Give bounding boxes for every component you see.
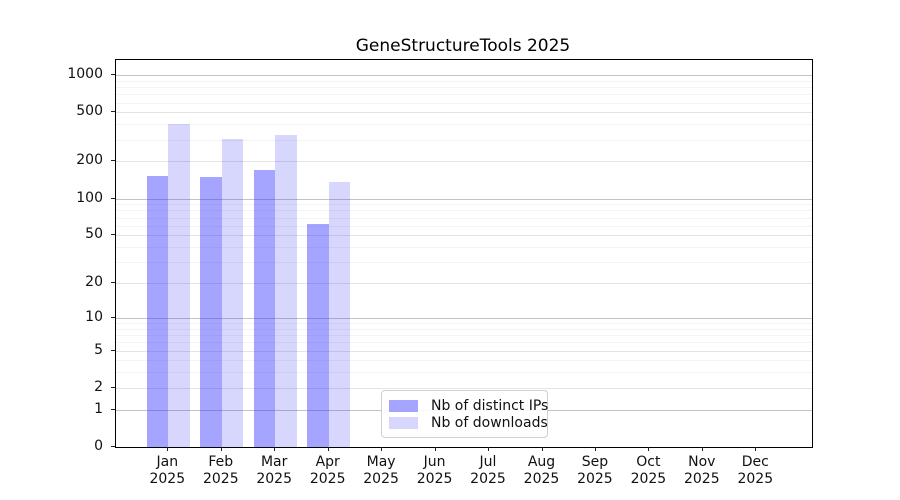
y-tick-label: 1 xyxy=(94,400,103,417)
y-tick-mark xyxy=(111,349,115,351)
y-gridline xyxy=(116,283,812,285)
minor-gridline xyxy=(116,360,812,362)
minor-gridline xyxy=(116,210,812,212)
y-tick-label: 5 xyxy=(94,341,103,358)
x-tick-mark xyxy=(274,447,276,451)
y-tick-mark xyxy=(111,316,115,318)
x-tick-label: Dec 2025 xyxy=(737,454,774,487)
y-tick-label: 500 xyxy=(76,103,103,120)
bar-downloads xyxy=(328,182,351,447)
y-tick-mark xyxy=(111,111,115,113)
bar-distinct-ips xyxy=(253,170,276,447)
legend-swatch-distinct-ips xyxy=(389,399,418,412)
x-tick-label: Sep 2025 xyxy=(577,454,613,487)
y-tick-label: 1000 xyxy=(67,66,103,82)
x-tick-label: Aug 2025 xyxy=(523,454,560,487)
bar-distinct-ips xyxy=(307,223,329,447)
minor-gridline xyxy=(116,87,812,88)
minor-gridline xyxy=(116,372,812,374)
x-tick-mark xyxy=(434,447,436,451)
x-tick-mark xyxy=(167,447,169,451)
minor-gridline xyxy=(116,335,812,336)
legend-item-downloads: Nb of downloads xyxy=(389,414,548,431)
minor-gridline xyxy=(116,204,812,206)
minor-gridline xyxy=(116,217,812,219)
y-tick-mark xyxy=(111,197,115,199)
minor-gridline xyxy=(116,94,812,96)
y-tick-mark xyxy=(111,446,115,447)
x-tick-label: Apr 2025 xyxy=(309,454,346,487)
y-gridline xyxy=(116,317,812,319)
y-tick-label: 200 xyxy=(76,152,103,169)
x-tick-mark xyxy=(488,447,489,451)
bar-distinct-ips xyxy=(200,176,222,447)
y-gridline xyxy=(116,198,812,200)
x-tick-mark xyxy=(594,447,596,451)
y-gridline xyxy=(116,235,812,237)
y-tick-label: 50 xyxy=(85,226,103,243)
legend: Nb of distinct IPs Nb of downloads xyxy=(381,390,548,438)
x-tick-mark xyxy=(541,447,543,451)
x-tick-label: Jan 2025 xyxy=(149,454,186,487)
minor-gridline xyxy=(116,102,812,104)
y-gridline xyxy=(116,161,812,163)
y-tick-mark xyxy=(111,386,115,388)
minor-gridline xyxy=(116,80,812,82)
bar-distinct-ips xyxy=(146,176,169,447)
y-tick-label: 20 xyxy=(85,274,103,291)
minor-gridline xyxy=(116,124,812,126)
x-tick-label: Oct 2025 xyxy=(630,454,667,487)
y-gridline xyxy=(116,112,812,114)
x-tick-label: May 2025 xyxy=(363,454,399,487)
y-tick-label: 100 xyxy=(76,189,103,206)
minor-gridline xyxy=(116,262,812,264)
y-tick-mark xyxy=(111,282,115,284)
x-tick-label: Jul 2025 xyxy=(470,454,506,487)
minor-gridline xyxy=(116,225,812,227)
legend-item-distinct-ips: Nb of distinct IPs xyxy=(389,397,548,414)
x-tick-mark xyxy=(220,447,222,451)
minor-gridline xyxy=(116,342,812,344)
bar-downloads xyxy=(275,135,297,447)
y-gridline xyxy=(116,75,812,76)
legend-label-downloads: Nb of downloads xyxy=(431,414,548,431)
x-tick-mark xyxy=(381,447,383,451)
plot-area: Nb of distinct IPs Nb of downloads xyxy=(115,59,813,448)
x-tick-label: Nov 2025 xyxy=(683,454,720,487)
chart-title: GeneStructureTools 2025 xyxy=(355,36,571,56)
minor-gridline xyxy=(116,328,812,330)
legend-label-distinct-ips: Nb of distinct IPs xyxy=(431,397,549,414)
minor-gridline xyxy=(116,323,812,324)
y-tick-mark xyxy=(111,160,115,162)
y-tick-mark xyxy=(111,74,115,75)
y-gridline xyxy=(116,387,812,389)
x-tick-label: Mar 2025 xyxy=(256,454,292,487)
y-tick-label: 2 xyxy=(94,378,103,395)
x-tick-mark xyxy=(755,447,757,451)
minor-gridline xyxy=(116,247,812,248)
x-tick-mark xyxy=(701,447,703,451)
y-tick-mark xyxy=(111,234,115,236)
y-tick-mark xyxy=(111,408,115,410)
bar-downloads xyxy=(168,124,190,447)
x-tick-label: Feb 2025 xyxy=(202,454,239,487)
legend-swatch-downloads xyxy=(389,416,418,429)
x-tick-label: Jun 2025 xyxy=(416,454,453,487)
x-tick-mark xyxy=(648,447,650,451)
x-tick-mark xyxy=(327,447,329,451)
y-tick-label: 10 xyxy=(85,308,103,325)
minor-gridline xyxy=(116,139,812,141)
y-gridline xyxy=(116,350,812,352)
y-tick-label: 0 xyxy=(94,438,103,454)
bar-downloads xyxy=(221,138,244,447)
